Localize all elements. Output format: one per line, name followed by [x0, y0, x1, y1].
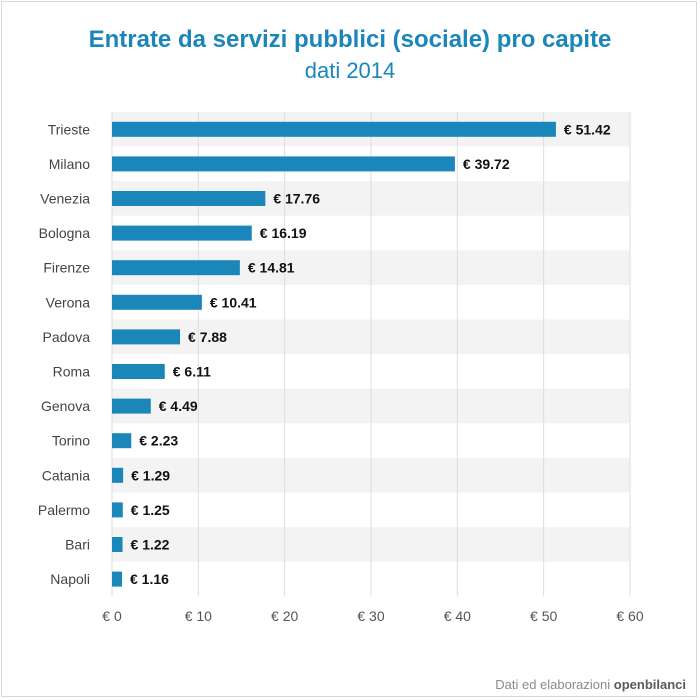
- value-label: € 1.16: [130, 571, 169, 587]
- bar: [112, 191, 266, 206]
- x-tick-label: € 10: [185, 608, 212, 624]
- value-label: € 4.49: [159, 398, 198, 414]
- category-label: Venezia: [40, 191, 90, 207]
- value-label: € 6.11: [173, 364, 211, 380]
- bar: [112, 364, 165, 379]
- category-label: Bologna: [39, 225, 91, 241]
- bar: [112, 398, 151, 414]
- category-label: Bari: [65, 537, 90, 553]
- category-label: Palermo: [38, 502, 90, 518]
- x-tick-label: € 20: [271, 608, 298, 624]
- value-label: € 1.29: [131, 467, 170, 483]
- category-label: Torino: [52, 433, 90, 449]
- value-label: € 10.41: [210, 294, 257, 310]
- value-label: € 51.42: [564, 121, 611, 137]
- value-label: € 2.23: [139, 433, 178, 449]
- category-label: Napoli: [50, 571, 90, 587]
- category-label: Verona: [46, 294, 91, 310]
- bar: [112, 225, 252, 241]
- value-label: € 7.88: [188, 329, 227, 345]
- bar: [112, 433, 132, 449]
- x-tick-label: € 60: [616, 608, 643, 624]
- bar: [112, 571, 123, 587]
- x-tick-label: € 0: [102, 608, 122, 624]
- value-label: € 1.25: [131, 502, 170, 518]
- category-label: Padova: [43, 329, 91, 345]
- bar: [112, 294, 202, 310]
- credit-brand: openbilanci: [613, 677, 686, 692]
- category-label: Firenze: [43, 260, 90, 276]
- value-label: € 16.19: [260, 225, 307, 241]
- category-label: Milano: [49, 156, 90, 172]
- category-label: Trieste: [48, 121, 90, 137]
- value-label: € 17.76: [273, 191, 320, 207]
- value-label: € 1.22: [131, 537, 170, 553]
- x-tick-label: € 50: [530, 608, 557, 624]
- bar: [112, 260, 240, 276]
- bar: [112, 329, 181, 345]
- bar: [112, 537, 123, 552]
- chart-title: Entrate da servizi pubblici (sociale) pr…: [88, 26, 612, 53]
- chart-subtitle: dati 2014: [304, 58, 396, 83]
- x-tick-label: € 40: [444, 608, 471, 624]
- credit-prefix: Dati ed elaborazioni: [495, 677, 611, 692]
- value-label: € 14.81: [248, 260, 295, 276]
- category-label: Catania: [42, 467, 90, 483]
- bar: [112, 121, 556, 137]
- bar: [112, 156, 455, 172]
- bar: [112, 502, 123, 518]
- credit-line: Dati ed elaborazioni openbilanci: [495, 677, 686, 692]
- category-label: Genova: [41, 398, 90, 414]
- category-label: Roma: [53, 364, 91, 380]
- bar: [112, 467, 124, 483]
- x-tick-label: € 30: [357, 608, 384, 624]
- value-label: € 39.72: [463, 156, 510, 172]
